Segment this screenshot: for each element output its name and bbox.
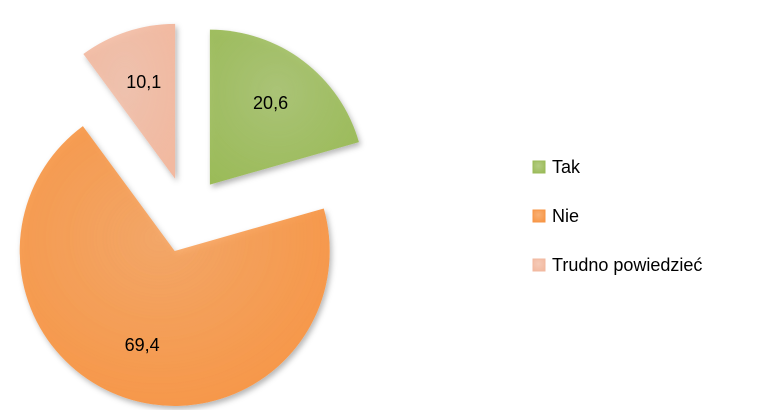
data-label: 69,4 — [125, 335, 160, 355]
pie-slice — [19, 126, 330, 406]
legend-label: Trudno powiedzieć — [552, 255, 702, 275]
data-label: 10,1 — [126, 72, 161, 92]
pie-slice — [83, 23, 176, 179]
pie-slice — [209, 29, 359, 185]
legend-swatch — [532, 160, 546, 174]
legend-label: Tak — [552, 157, 581, 177]
data-label: 20,6 — [253, 93, 288, 113]
legend-label: Nie — [552, 206, 579, 226]
legend-swatch — [532, 209, 546, 223]
legend-swatch — [532, 258, 546, 272]
